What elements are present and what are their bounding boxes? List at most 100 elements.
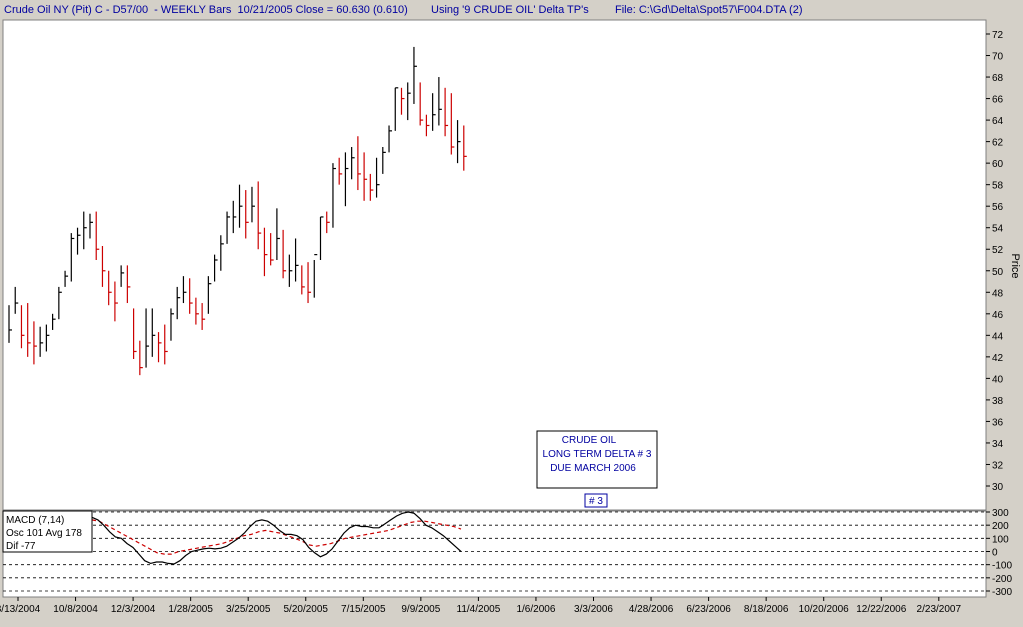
price-bars: [8, 46, 467, 376]
ohlc-bar: [101, 246, 106, 287]
ohlc-bar: [251, 186, 255, 223]
ohlc-bar: [52, 313, 56, 330]
ohlc-bar: [64, 270, 69, 287]
date-tick-label: 12/22/2006: [856, 604, 906, 615]
macd-tick-label: 100: [992, 534, 1009, 545]
macd-tick-label: 300: [992, 508, 1009, 519]
macd-axis: 300 200 100 0 -100 -200 -300: [3, 508, 1012, 598]
price-plot-frame: [2, 19, 987, 511]
price-tick-label: 68: [992, 73, 1004, 84]
ohlc-bar: [220, 235, 224, 271]
date-tick-label: 3/3/2006: [574, 604, 613, 615]
ohlc-bar: [145, 308, 150, 368]
price-tick-label: 44: [992, 331, 1004, 342]
ohlc-bar: [14, 286, 19, 314]
ohlc-bar: [450, 93, 455, 155]
ohlc-bar: [263, 227, 268, 277]
ohlc-bar: [369, 173, 374, 201]
ohlc-bar: [270, 233, 274, 266]
price-tick-label: 60: [992, 159, 1004, 170]
price-axis-label: Price: [1009, 253, 1021, 278]
ohlc-bar: [363, 152, 368, 201]
price-tick-label: 38: [992, 396, 1004, 407]
price-tick-label: 42: [992, 353, 1004, 364]
ohlc-bar: [444, 87, 449, 137]
ohlc-bar: [151, 308, 156, 357]
chart-header: Crude Oil NY (Pit) C - D57/00 - WEEKLY B…: [0, 0, 1023, 20]
ohlc-bar: [257, 181, 262, 250]
price-tick-label: 40: [992, 374, 1004, 385]
ohlc-bar: [338, 157, 343, 185]
ohlc-bar: [83, 211, 87, 250]
ohlc-bar: [425, 114, 430, 137]
annotation-line-3: DUE MARCH 2006: [550, 463, 636, 474]
ohlc-bar: [157, 332, 162, 363]
ohlc-bar: [70, 233, 75, 282]
ohlc-bar: [413, 46, 417, 104]
ohlc-bar: [432, 93, 436, 131]
ohlc-bar: [463, 125, 467, 171]
ohlc-bar: [207, 276, 212, 314]
date-tick-label: 9/9/2005: [401, 604, 440, 615]
ohlc-bar: [344, 152, 349, 207]
date-tick-label: 11/4/2005: [457, 604, 501, 615]
date-tick-label: 12/3/2004: [111, 604, 156, 615]
date-tick-label: 8/18/2006: [744, 604, 789, 615]
ohlc-bar: [76, 227, 81, 255]
ohlc-bar: [114, 281, 118, 322]
macd-tick-label: -100: [992, 561, 1012, 572]
date-tick-label: 1/28/2005: [168, 604, 213, 615]
price-tick-label: 52: [992, 245, 1004, 256]
macd-tick-label: -300: [992, 587, 1012, 598]
ohlc-bar: [382, 147, 386, 174]
ohlc-bar: [313, 254, 318, 298]
ohlc-bar: [89, 213, 93, 239]
ohlc-bar: [388, 125, 393, 153]
price-tick-label: 32: [992, 460, 1004, 471]
ohlc-bar: [176, 286, 181, 320]
macd-plot-frame: [2, 510, 987, 598]
date-tick-label: 1/6/2006: [516, 604, 555, 615]
ohlc-bar: [357, 136, 361, 191]
macd-main-line: [91, 511, 462, 565]
ohlc-bar: [182, 276, 187, 304]
ohlc-bar: [332, 163, 336, 228]
ohlc-bar: [319, 216, 324, 260]
price-tick-label: 54: [992, 224, 1004, 235]
ohlc-bar: [213, 254, 218, 282]
price-tick-label: 48: [992, 288, 1004, 299]
ohlc-bar: [20, 305, 25, 349]
ohlc-bar: [39, 326, 44, 357]
ohlc-bar: [201, 303, 206, 330]
macd-tick-label: -200: [992, 574, 1012, 585]
price-tick-label: 46: [992, 310, 1004, 321]
ohlc-bar: [45, 324, 50, 352]
price-tick-label: 72: [992, 30, 1004, 41]
date-tick-label: 10/20/2006: [799, 604, 849, 615]
ohlc-bar: [232, 200, 237, 234]
ohlc-bar: [375, 157, 380, 198]
ohlc-bar: [288, 254, 293, 287]
ohlc-bar: [226, 211, 231, 244]
ohlc-bar: [400, 87, 405, 115]
price-tick-label: 56: [992, 202, 1004, 213]
ohlc-bar: [238, 184, 243, 228]
header-delta-info: Using '9 CRUDE OIL' Delta TP's: [431, 4, 589, 16]
date-tick-label: 6/23/2006: [686, 604, 731, 615]
ohlc-bar: [245, 190, 249, 239]
annotation-line-2: LONG TERM DELTA # 3: [543, 449, 652, 460]
ohlc-bar: [307, 262, 312, 304]
macd-legend-box: [2, 510, 93, 553]
delta-annotation-box: [536, 430, 658, 489]
date-tick-label: 10/8/2004: [53, 604, 98, 615]
price-tick-label: 30: [992, 482, 1004, 493]
ohlc-bar: [407, 82, 411, 121]
date-tick-label: 7/15/2005: [341, 604, 386, 615]
ohlc-bar: [8, 305, 12, 343]
delta-marker-label: # 3: [589, 496, 603, 507]
ohlc-bar: [95, 211, 100, 260]
price-axis: 30 32 34 36 38 40 42 44 46 48 50 52 54 56 58 60 62 64 66 68…: [986, 30, 1004, 493]
price-tick-label: 64: [992, 116, 1004, 127]
ohlc-bar: [195, 297, 199, 325]
